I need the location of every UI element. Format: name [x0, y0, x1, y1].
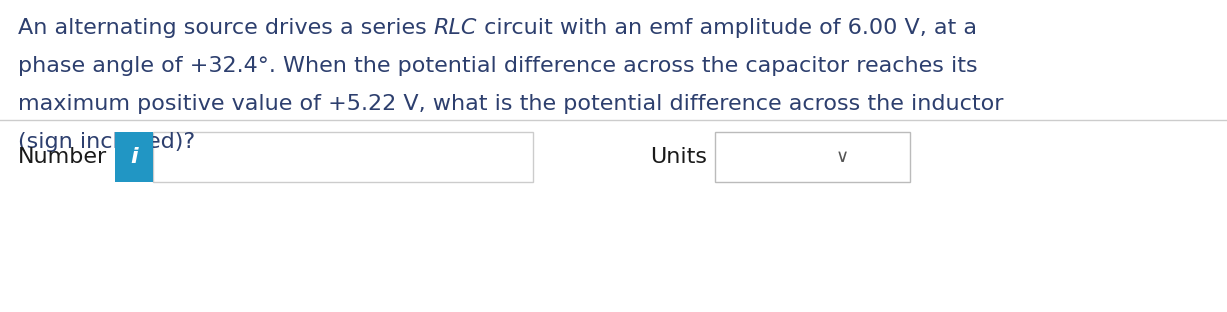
Text: circuit with an emf amplitude of 6.00 V, at a: circuit with an emf amplitude of 6.00 V,… [477, 18, 977, 38]
FancyBboxPatch shape [715, 132, 910, 182]
FancyBboxPatch shape [153, 132, 533, 182]
Text: ∨: ∨ [836, 148, 848, 166]
Text: i: i [130, 147, 137, 167]
Text: Units: Units [650, 147, 707, 167]
Text: (sign included)?: (sign included)? [18, 132, 195, 152]
Text: RLC: RLC [434, 18, 477, 38]
Text: Number: Number [18, 147, 107, 167]
Text: phase angle of +32.4°. When the potential difference across the capacitor reache: phase angle of +32.4°. When the potentia… [18, 56, 978, 76]
Text: maximum positive value of +5.22 V, what is the potential difference across the i: maximum positive value of +5.22 V, what … [18, 94, 1004, 114]
Text: An alternating source drives a series: An alternating source drives a series [18, 18, 434, 38]
FancyBboxPatch shape [115, 132, 153, 182]
